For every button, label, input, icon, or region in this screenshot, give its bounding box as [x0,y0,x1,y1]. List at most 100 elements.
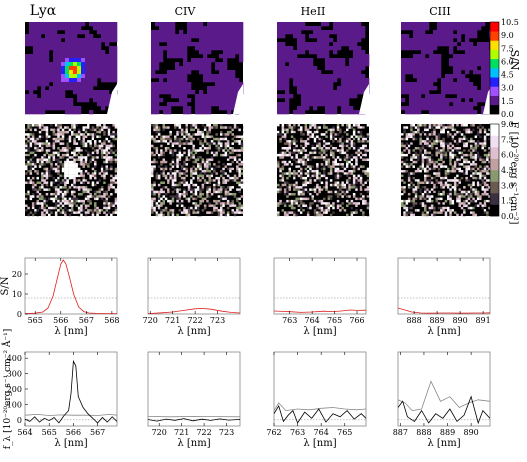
flux-map-pixel [203,170,207,173]
sn-map-pixel [25,34,30,39]
flux-map-pixel [162,167,165,171]
flux-map-pixel [68,165,72,168]
flux-map-pixel [112,202,115,205]
flux-map-pixel [288,186,291,189]
flux-map-pixel [160,172,163,175]
flux-map-pixel [467,153,471,157]
sn-map-pixel [171,82,176,87]
sn-map-pixel [281,102,286,107]
sn-map-pixel [223,74,228,79]
sn-map-pixel [33,98,38,103]
flux-map-pixel [75,172,79,175]
flux-map-pixel [481,181,484,184]
flux-map-pixel [486,163,489,166]
flux-map-pixel [187,133,191,136]
flux-map-pixel [421,153,425,157]
flux-map-pixel [447,172,450,175]
flux-map-pixel [29,165,33,168]
flux-map-pixel [31,202,35,205]
flux-map-pixel [27,197,30,201]
flux-map-pixel [238,202,241,205]
sn-map-pixel [341,86,346,91]
flux-map-pixel [87,140,90,143]
sn-map-pixel [309,98,314,103]
flux-map-pixel [352,137,356,141]
sn-map-pixel [101,38,106,43]
sn-map-pixel [93,82,98,87]
flux-map-pixel [75,197,79,201]
flux-map-pixel [313,188,317,191]
sn-map-pixel [277,58,282,63]
flux-map-pixel [311,147,314,150]
flux-map-pixel [295,186,298,189]
flux-map-pixel [341,144,344,148]
sn-map-pixel [413,94,418,99]
sn-map-pixel [61,106,66,111]
flux-map-pixel [453,147,457,150]
flux-map-pixel [103,170,106,173]
flux-map-pixel [73,176,76,180]
flux-map-pixel [407,186,411,189]
flux-map-pixel [336,176,340,180]
sn-map-pixel [457,58,462,63]
flux-map-pixel [304,142,308,145]
flux-map-pixel [153,202,156,205]
flux-map-pixel [100,190,104,194]
flux-map-pixel [488,160,491,164]
sn-map-pixel [413,98,418,103]
flux-map-pixel [52,144,56,148]
sn-map-pixel [441,102,446,107]
flux-map-pixel [334,174,337,178]
flux-map-pixel [66,202,69,205]
sn-map-pixel [449,46,454,51]
sn-map-mask [233,84,243,114]
flux-map-pixel [71,130,74,134]
sn-map-pixel [73,82,78,87]
flux-map-pixel [201,133,205,136]
sn-map-pixel [281,78,286,83]
sn-map-pixel [239,38,244,43]
sn-map-pixel [49,62,54,67]
flux-map-pixel [208,179,211,182]
flux-map-pixel [178,174,182,178]
sn-map-pixel [109,30,114,35]
flux-map-pixel [352,160,356,164]
sn-map-pixel [65,62,70,67]
flux-map-pixel [220,137,223,141]
flux-map-pixel [38,130,42,134]
flux-map-pixel [169,199,172,203]
flux-map-pixel [295,153,298,157]
sn-map-pixel [425,58,430,63]
flux-map-pixel [488,133,491,136]
flux-map-pixel [43,147,46,150]
flux-map-pixel [105,167,108,171]
sn-map-pixel [163,110,168,115]
sn-map-pixel [469,110,474,115]
flux-map-pixel [348,183,351,187]
flux-map-pixel [164,130,168,134]
flux-map-pixel [226,133,230,136]
flux-map-pixel [41,195,44,198]
flux-map-pixel [236,160,239,164]
flux-map-pixel [233,174,237,178]
flux-map-pixel [290,135,294,138]
sn-map-pixel [309,62,314,67]
flux-map-pixel [31,167,35,171]
flux-map-pixel [348,202,351,205]
flux-map-pixel [329,128,333,132]
flux-map-pixel [449,137,452,141]
flux-map-pixel [105,183,108,187]
sn-map-pixel [45,82,50,87]
flux-map-pixel [201,193,205,196]
sn-map-pixel [203,74,208,79]
flux-map-pixel [465,190,468,194]
flux-map-pixel [80,170,83,173]
sn-map-pixel [433,70,438,75]
flux-map-pixel [481,190,484,194]
sn-map-pixel [297,90,302,95]
flux-map-pixel [64,174,67,178]
flux-map-pixel [320,142,324,145]
flux-map-pixel [178,181,182,184]
sn-map-pixel [175,90,180,95]
flux-map-pixel [346,158,349,161]
